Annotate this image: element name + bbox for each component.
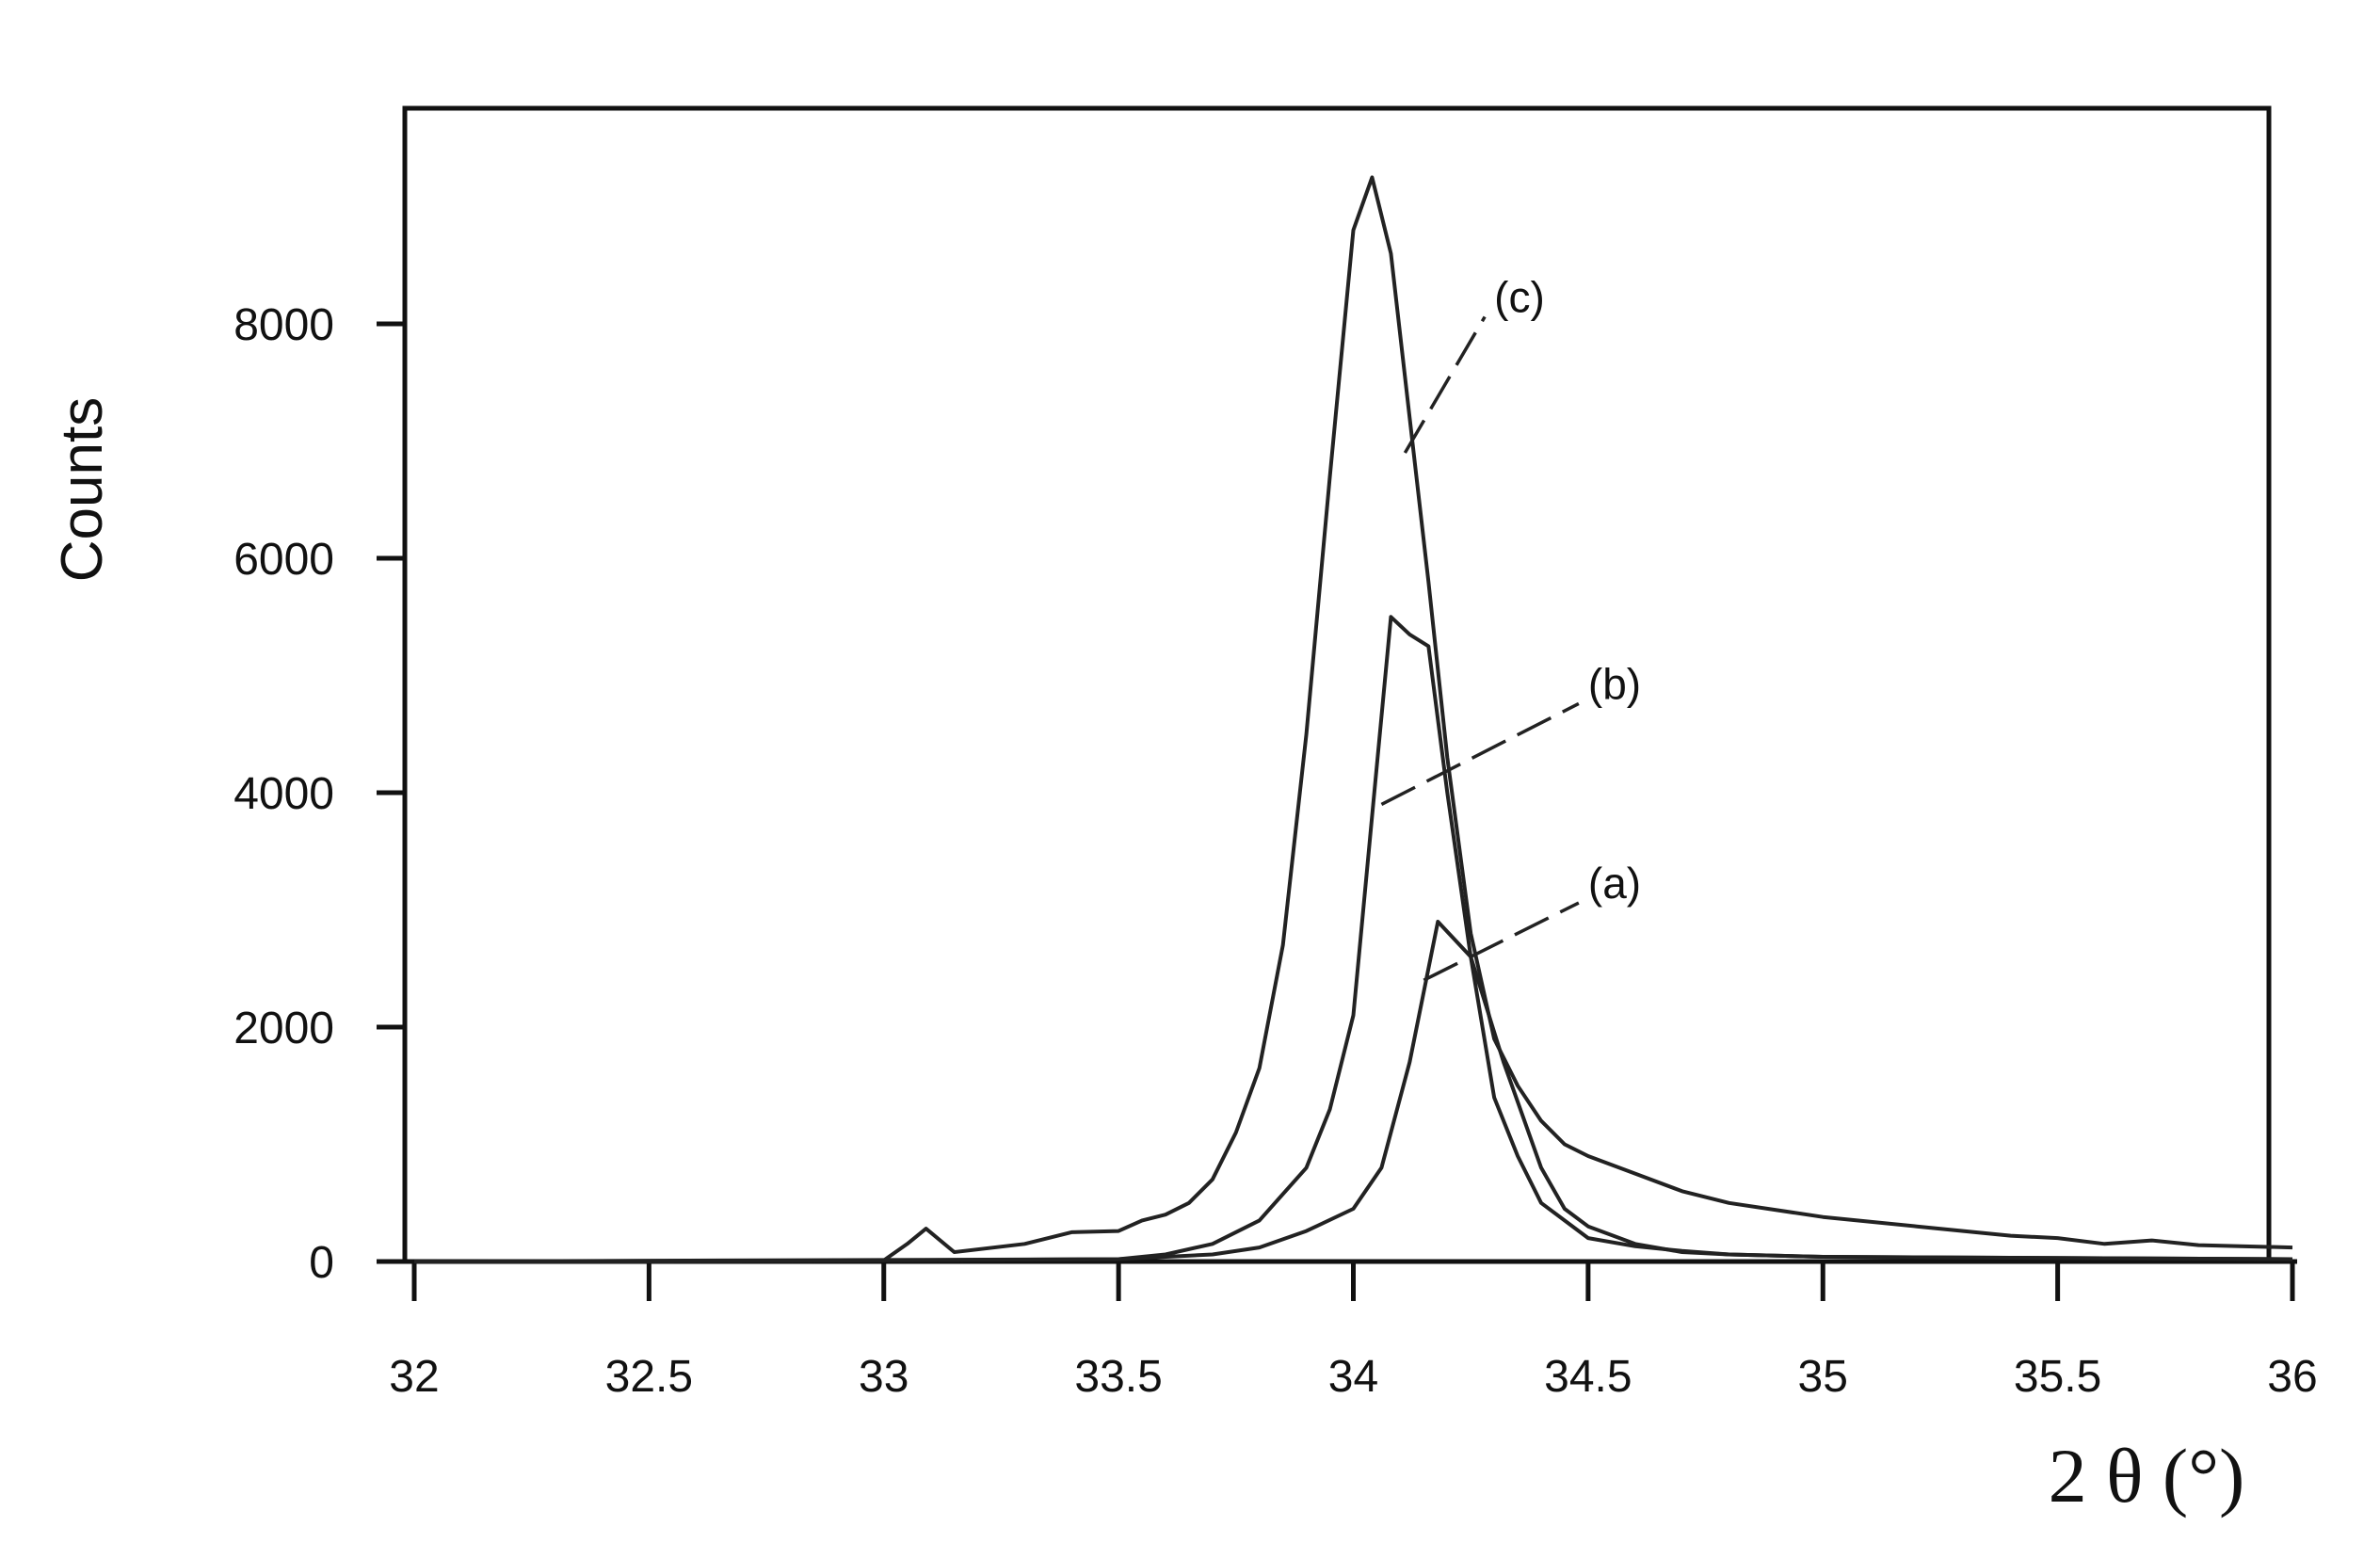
- y-tick-label: 8000: [233, 300, 334, 350]
- x-tick-label: 33.5: [1074, 1352, 1162, 1402]
- x-tick-label: 32: [389, 1352, 439, 1402]
- x-axis-ticks: 32 32.5 33 33.5 34 34.5 35 35.5 36: [389, 1259, 2318, 1402]
- series-label-b: (b): [1588, 659, 1641, 708]
- x-tick-label: 34.5: [1544, 1352, 1632, 1402]
- annotation-group: (a) (b) (c): [1380, 273, 1641, 982]
- annotation-leader-b: [1380, 701, 1580, 807]
- x-tick-label: 36: [2267, 1352, 2317, 1402]
- x-tick-label: 33: [859, 1352, 909, 1402]
- series-line-a: [413, 920, 2293, 1263]
- y-tick-label: 2000: [233, 1004, 334, 1053]
- y-tick-label: 6000: [233, 535, 334, 585]
- x-tick-label: 35.5: [2014, 1352, 2101, 1402]
- y-axis-ticks: 0 2000 4000 6000 8000: [233, 300, 405, 1288]
- x-tick-label: 34: [1328, 1352, 1378, 1402]
- annotation-leader-a: [1423, 901, 1580, 982]
- x-tick-label: 35: [1798, 1352, 1848, 1402]
- y-axis-title: Counts: [50, 397, 115, 582]
- x-axis-title: 2 θ (°): [2049, 1433, 2245, 1519]
- y-tick-label: 0: [309, 1238, 334, 1288]
- x-tick-label: 32.5: [605, 1352, 693, 1402]
- y-tick-label: 4000: [233, 769, 334, 819]
- annotation-leader-c: [1403, 315, 1487, 454]
- series-label-a: (a): [1588, 859, 1641, 908]
- series-line-b: [413, 615, 2293, 1263]
- series-group: [413, 175, 2293, 1263]
- series-label-c: (c): [1494, 273, 1545, 322]
- series-line-c: [414, 175, 2293, 1263]
